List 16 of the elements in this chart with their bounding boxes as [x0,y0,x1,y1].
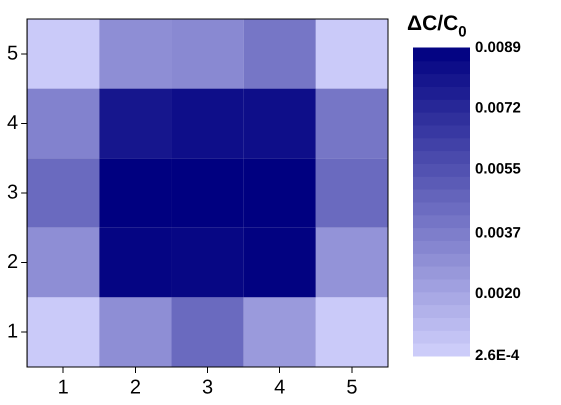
y-tick-label: 4 [7,112,18,134]
color-bar-label: 0.0020 [475,285,521,302]
color-bar-label: 0.0037 [475,224,521,242]
color-bar-label: 2.6E-4 [475,347,520,364]
y-tick-label: 3 [7,182,18,204]
color-bar-label: 0.0072 [475,100,521,117]
color-bar-label: 0.0055 [475,160,521,178]
x-tick-label: 3 [202,376,214,399]
color-bar-label: 0.0089 [475,39,521,56]
y-tick-label: 1 [7,320,18,343]
x-tick-label: 5 [346,376,358,399]
y-tick-label: 5 [7,42,18,64]
y-tick-label: 2 [7,251,18,274]
x-tick-label: 2 [130,376,141,399]
x-tick-label: 1 [58,376,69,399]
x-tick-label: 4 [274,376,286,399]
